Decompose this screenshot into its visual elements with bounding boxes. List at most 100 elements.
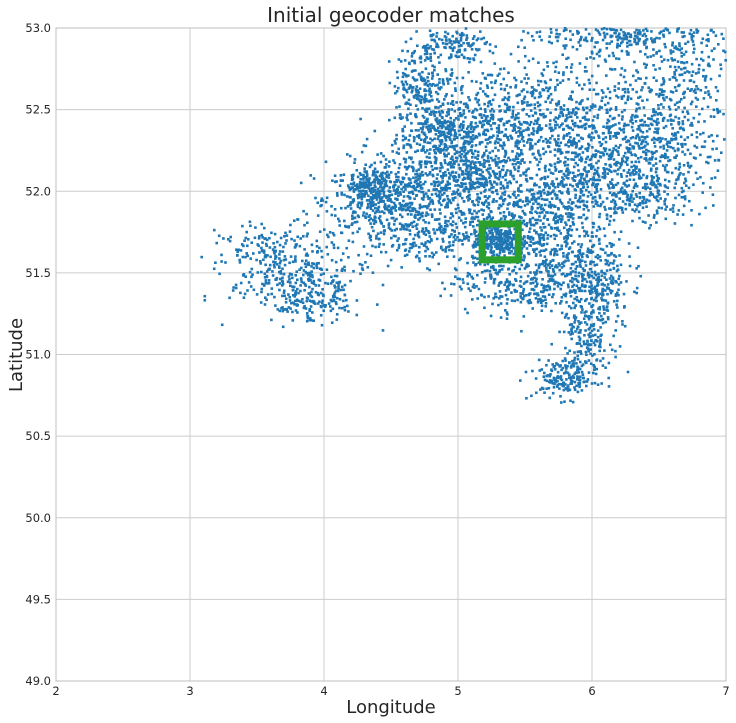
data-point	[496, 236, 500, 239]
data-point	[437, 262, 440, 266]
data-point	[448, 235, 452, 238]
data-point	[483, 281, 487, 284]
data-point	[441, 122, 444, 125]
data-point	[528, 190, 532, 193]
data-point	[312, 319, 315, 322]
data-point	[536, 294, 539, 297]
data-point	[488, 269, 492, 273]
data-point	[574, 316, 578, 319]
data-point	[551, 184, 555, 187]
data-point	[433, 127, 436, 131]
data-point	[607, 263, 611, 267]
data-point	[533, 88, 536, 91]
data-point	[576, 174, 580, 177]
data-point	[633, 153, 637, 156]
data-point	[290, 237, 293, 241]
data-point	[548, 374, 552, 378]
data-point	[412, 169, 415, 173]
data-point	[390, 229, 394, 232]
data-point	[304, 259, 308, 262]
data-point	[589, 163, 593, 166]
data-point	[486, 121, 489, 125]
data-point	[439, 134, 442, 138]
data-point	[583, 70, 587, 73]
data-point	[424, 160, 427, 163]
data-point	[442, 121, 446, 125]
data-point	[587, 371, 591, 374]
data-point	[634, 172, 637, 176]
data-point	[513, 128, 516, 131]
data-point	[587, 142, 590, 146]
data-point	[580, 221, 584, 225]
data-point	[446, 32, 450, 36]
data-point	[605, 121, 609, 125]
data-point	[360, 201, 364, 204]
data-point	[428, 99, 431, 103]
data-point	[595, 81, 598, 85]
data-point	[424, 151, 427, 154]
data-point	[338, 219, 341, 223]
data-point	[450, 71, 454, 75]
data-point	[605, 305, 609, 309]
data-point	[498, 197, 502, 200]
data-point	[591, 221, 595, 225]
data-point	[436, 137, 440, 141]
data-point	[539, 254, 542, 257]
data-point	[546, 233, 550, 237]
data-point	[306, 314, 309, 318]
data-point	[448, 129, 451, 132]
data-point	[346, 205, 350, 208]
data-point	[599, 359, 602, 363]
data-point	[309, 305, 313, 308]
data-point	[337, 286, 340, 289]
data-point	[312, 266, 316, 270]
data-point	[572, 277, 576, 281]
data-point	[469, 135, 473, 139]
data-point	[482, 158, 486, 162]
data-point	[306, 254, 310, 257]
data-point	[438, 183, 441, 186]
data-point	[594, 199, 597, 202]
data-point	[315, 266, 319, 270]
data-point	[583, 311, 586, 314]
data-point	[579, 119, 582, 123]
data-point	[250, 267, 254, 271]
data-point	[652, 119, 656, 123]
data-point	[435, 177, 439, 180]
data-point	[434, 105, 437, 109]
data-point	[514, 78, 518, 82]
data-point	[476, 223, 479, 227]
data-point	[564, 383, 567, 386]
data-point	[594, 153, 598, 156]
data-point	[646, 186, 649, 189]
data-point	[581, 267, 585, 270]
data-point	[347, 310, 350, 313]
data-point	[418, 160, 422, 163]
data-point	[369, 254, 373, 257]
data-point	[426, 76, 429, 79]
data-point	[545, 258, 548, 262]
data-point	[464, 172, 468, 176]
data-point	[467, 142, 470, 146]
data-point	[465, 236, 468, 240]
data-point	[513, 290, 517, 293]
data-point	[512, 166, 516, 169]
data-point	[532, 129, 536, 133]
data-point	[510, 244, 514, 247]
data-point	[488, 273, 492, 276]
data-point	[321, 288, 324, 291]
data-point	[263, 272, 267, 275]
data-point	[569, 279, 572, 283]
data-point	[473, 187, 477, 190]
data-point	[471, 130, 475, 133]
data-point	[493, 181, 496, 184]
data-point	[445, 188, 448, 192]
data-point	[243, 239, 246, 242]
data-point	[429, 148, 432, 151]
data-point	[552, 269, 555, 272]
data-point	[390, 236, 393, 240]
data-point	[552, 61, 555, 65]
data-point	[373, 161, 376, 165]
data-point	[458, 124, 462, 127]
data-point	[408, 182, 411, 185]
